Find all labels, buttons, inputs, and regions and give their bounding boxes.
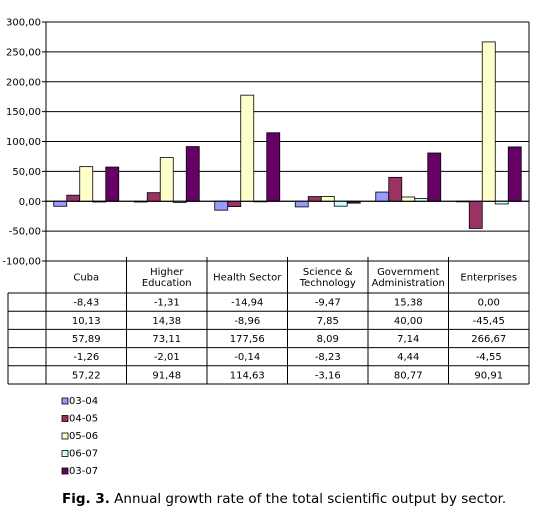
legend-swatch	[61, 450, 69, 457]
data-label: 10,13	[72, 316, 101, 327]
y-axis-ticks: 300,00 250,00 200,00 150,00 100,00 50,00 0,00 -…	[2, 18, 46, 268]
data-label: -0,14	[234, 352, 260, 363]
legend-label: 04-05	[69, 414, 98, 425]
bar-03-04-0	[53, 200, 68, 207]
category-label: Education	[142, 278, 192, 289]
data-label: -2,01	[154, 352, 180, 363]
y-tick-label: 150,00	[6, 107, 41, 118]
bar-05-06-5	[481, 41, 496, 202]
legend-label: 03-07	[69, 466, 98, 477]
data-label: 177,56	[230, 334, 265, 345]
bar-05-06-4	[401, 196, 416, 202]
data-label: 15,38	[394, 298, 423, 309]
bar-03-04-2	[214, 200, 229, 211]
y-tick-label: -50,00	[9, 227, 41, 238]
bar-03-07-5	[507, 146, 522, 202]
data-label: -4,55	[476, 352, 502, 363]
legend-label: 06-07	[69, 449, 98, 460]
data-label: -3,16	[315, 370, 341, 381]
figure-label: Fig. 3.	[62, 491, 110, 507]
data-label: -8,23	[315, 352, 341, 363]
bar-04-05-0	[66, 194, 81, 202]
data-label: -14,94	[231, 298, 263, 309]
figure-text: Annual growth rate of the total scientif…	[114, 491, 507, 507]
bar-06-07-3	[333, 200, 348, 207]
bar-05-06-2	[240, 94, 255, 202]
legend-swatch	[61, 397, 69, 405]
bar-03-07-0	[105, 166, 120, 202]
legend-swatch	[61, 415, 69, 422]
category-label: Higher	[150, 267, 184, 278]
legend-label: 05-06	[69, 431, 98, 442]
data-label: 4,44	[397, 352, 419, 363]
y-tick-label: 250,00	[6, 47, 41, 58]
bar-05-06-0	[79, 166, 94, 202]
bar-04-05-5	[468, 200, 483, 229]
y-tick-label: 300,00	[6, 18, 41, 29]
bar-05-06-3	[320, 196, 335, 202]
data-label: -8,96	[234, 316, 260, 327]
data-label: -9,47	[315, 298, 341, 309]
y-tick-label: 200,00	[6, 77, 41, 88]
data-label: -45,45	[473, 316, 505, 327]
bar-05-06-1	[159, 157, 174, 202]
data-label: -1,26	[73, 352, 99, 363]
legend: 03-04 04-05 05-06 06-07 03-07	[61, 396, 98, 477]
data-label: 0,00	[478, 298, 500, 309]
data-label: 7,14	[397, 334, 419, 345]
data-label: 14,38	[152, 316, 181, 327]
bar-03-07-4	[427, 152, 442, 202]
bar-04-05-3	[307, 196, 322, 202]
data-label: 8,09	[317, 334, 339, 345]
data-label: 57,22	[72, 370, 101, 381]
bars	[53, 41, 522, 229]
category-label: Science &	[303, 267, 353, 278]
data-label: -8,43	[73, 298, 99, 309]
data-label: -1,31	[154, 298, 180, 309]
data-label: 90,91	[474, 370, 503, 381]
bar-03-04-4	[375, 191, 390, 202]
y-tick-label: 50,00	[12, 167, 41, 178]
bar-04-05-2	[227, 200, 242, 208]
data-label: 91,48	[152, 370, 181, 381]
bar-03-07-2	[266, 132, 281, 202]
bar-03-07-1	[185, 146, 200, 202]
category-label: Cuba	[73, 273, 99, 284]
data-label: 73,11	[152, 334, 181, 345]
legend-swatch	[61, 467, 69, 475]
y-tick-label: 0,00	[19, 197, 41, 208]
bar-04-05-4	[388, 176, 403, 202]
category-label: Technology	[299, 278, 356, 289]
data-label: 266,67	[471, 334, 506, 345]
category-label: Administration	[372, 278, 445, 289]
category-label: Government	[377, 267, 439, 278]
data-label: 80,77	[394, 370, 423, 381]
data-label: 40,00	[394, 316, 423, 327]
data-label: 57,89	[72, 334, 101, 345]
category-label: Health Sector	[213, 273, 282, 284]
category-label: Enterprises	[460, 273, 517, 284]
grid-lines	[46, 21, 529, 262]
bar-04-05-1	[146, 192, 161, 202]
y-tick-label: 100,00	[6, 137, 41, 148]
legend-swatch	[61, 432, 69, 440]
data-label: 7,85	[317, 316, 339, 327]
bar-03-04-3	[294, 200, 309, 208]
legend-label: 03-04	[69, 396, 98, 407]
y-tick-label: -100,00	[2, 257, 41, 268]
figure-caption: Fig. 3. Annual growth rate of the total …	[62, 491, 506, 507]
data-label: 114,63	[230, 370, 265, 381]
